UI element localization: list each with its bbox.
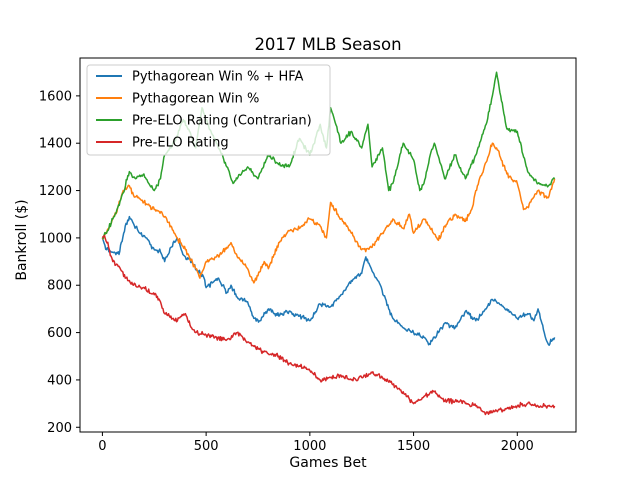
axes-layer: 0 500 1000 1500 2000 200 400 600 800 1000 1200 1400… xyxy=(39,57,577,454)
y-tick-label: 1600 xyxy=(39,89,72,104)
y-axis-label: Bankroll ($) xyxy=(14,199,30,280)
series-line-2 xyxy=(101,142,556,284)
y-tick-label: 1200 xyxy=(39,184,72,199)
y-tick-label: 1400 xyxy=(39,137,72,152)
legend-label-3: Pre-ELO Rating (Contrarian) xyxy=(132,114,312,129)
series-line-4 xyxy=(101,234,556,416)
x-tick-label: 500 xyxy=(194,439,219,454)
y-tick-label: 400 xyxy=(47,373,72,388)
chart-title: 2017 MLB Season xyxy=(254,35,401,54)
y-tick-label: 200 xyxy=(47,421,72,436)
axes-frame xyxy=(79,57,577,433)
y-tick-label: 800 xyxy=(47,279,72,294)
legend: Pythagorean Win % + HFA Pythagorean Win %… xyxy=(86,64,331,156)
x-tick-label: 1000 xyxy=(293,439,326,454)
y-tick-label: 600 xyxy=(47,326,72,341)
x-tick-label: 2000 xyxy=(501,439,534,454)
legend-label-4: Pre-ELO Rating xyxy=(132,136,229,151)
x-axis-label: Games Bet xyxy=(289,455,367,471)
x-tick-label: 1500 xyxy=(397,439,430,454)
legend-label-1: Pythagorean Win % + HFA xyxy=(132,70,304,85)
y-tick-label: 1000 xyxy=(39,231,72,246)
x-tick-label: 0 xyxy=(98,439,106,454)
legend-label-2: Pythagorean Win % xyxy=(132,92,259,107)
legend-box xyxy=(86,64,331,156)
